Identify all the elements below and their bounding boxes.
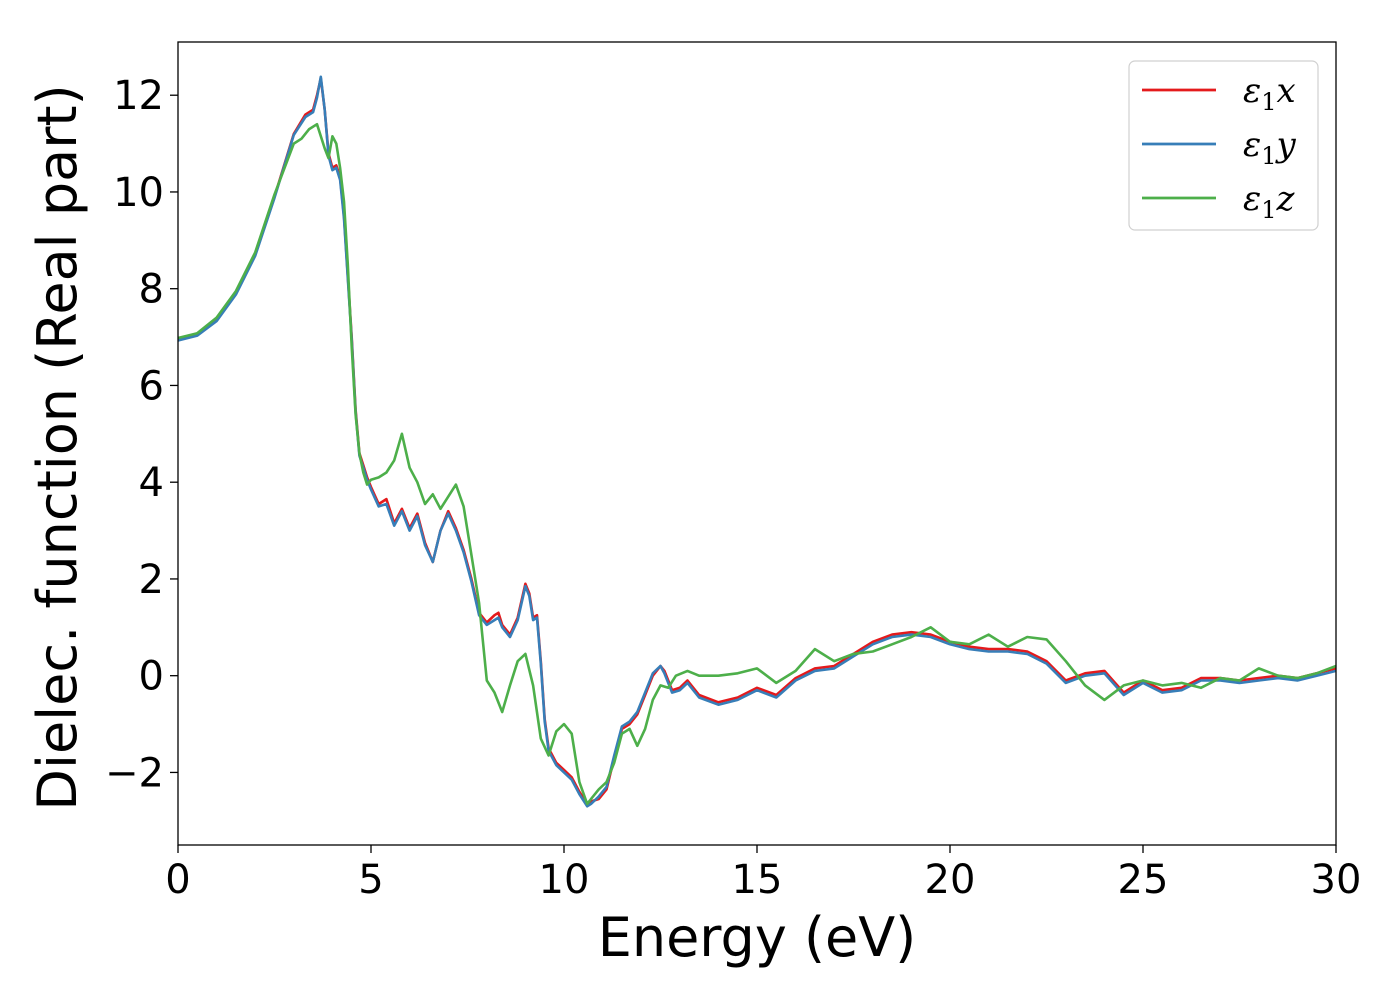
x-tick-label: 30 [1311, 857, 1362, 903]
y-tick-label: 6 [139, 363, 164, 409]
y-tick-label: −2 [105, 750, 164, 796]
x-tick-label: 20 [925, 857, 976, 903]
series-layer [177, 75, 1337, 808]
y-tick-label: 8 [139, 267, 164, 313]
legend-box [1128, 60, 1319, 231]
x-tick-label: 15 [732, 857, 783, 903]
legend: ε1x ε1y ε1z [1128, 60, 1319, 231]
x-tick-label: 0 [165, 857, 190, 903]
legend-entry-y: ε1y [1243, 125, 1297, 170]
y-axis-ticks: −2 0 2 4 6 8 10 12 [105, 73, 178, 796]
y-tick-label: 10 [113, 170, 164, 216]
x-axis-ticks: 0 5 10 15 20 25 30 [165, 845, 1361, 903]
series-line-z [177, 122, 1337, 806]
y-axis-label: Dielec. function (Real part) [26, 84, 89, 810]
y-tick-label: 0 [139, 654, 164, 700]
x-tick-label: 10 [539, 857, 590, 903]
legend-entry-x: ε1x [1243, 71, 1296, 116]
x-tick-label: 5 [358, 857, 383, 903]
y-tick-label: 12 [113, 73, 164, 119]
x-tick-label: 25 [1118, 857, 1169, 903]
y-tick-label: 4 [139, 460, 164, 506]
legend-entry-z: ε1z [1243, 179, 1296, 224]
y-tick-label: 2 [139, 557, 164, 603]
x-axis-label: Energy (eV) [598, 906, 917, 969]
